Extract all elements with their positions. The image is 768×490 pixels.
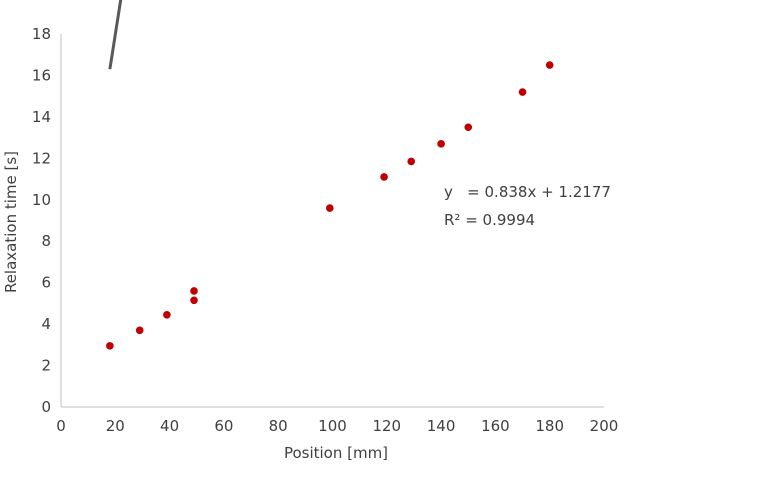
trendline <box>108 0 123 70</box>
y-tick-label: 0 <box>41 398 51 416</box>
x-tick-label: 20 <box>106 417 125 435</box>
data-point <box>163 310 171 319</box>
data-point <box>545 61 554 69</box>
x-tick-label: 200 <box>590 417 619 435</box>
trendline-equation: y = 0.838x + 1.2177 <box>444 183 611 201</box>
x-tick-label: 180 <box>535 417 564 435</box>
x-tick-label: 60 <box>214 417 233 435</box>
y-tick-label: 8 <box>41 232 51 250</box>
y-tick-label: 2 <box>41 357 51 375</box>
x-tick-label: 0 <box>56 417 66 435</box>
y-tick-labels: 0 2 4 6 8 10 12 14 16 18 <box>32 25 51 416</box>
data-point <box>190 296 198 305</box>
y-tick-label: 14 <box>32 108 51 126</box>
x-tick-label: 140 <box>427 417 456 435</box>
data-point <box>437 140 445 148</box>
x-tick-label: 100 <box>318 417 347 435</box>
data-point <box>380 173 388 181</box>
x-tick-label: 80 <box>269 417 288 435</box>
y-axis-label: Relaxation time [s] <box>2 151 20 293</box>
x-tick-label: 40 <box>160 417 179 435</box>
data-point <box>464 123 473 132</box>
data-point <box>518 88 527 96</box>
x-axis-label: Position [mm] <box>284 444 388 462</box>
data-points <box>106 61 554 350</box>
data-point <box>407 157 416 166</box>
y-tick-label: 12 <box>32 149 51 167</box>
r-squared-label: R² = 0.9994 <box>444 211 535 229</box>
y-tick-label: 10 <box>32 191 51 209</box>
x-tick-labels: 0 20 40 60 80 100 120 140 160 180 200 <box>56 417 618 435</box>
x-tick-label: 160 <box>481 417 510 435</box>
x-tick-label: 120 <box>372 417 401 435</box>
data-point <box>190 287 198 295</box>
y-tick-label: 6 <box>41 274 51 292</box>
y-tick-label: 18 <box>32 25 51 43</box>
y-tick-label: 4 <box>41 315 51 333</box>
data-point <box>135 326 144 335</box>
data-point <box>325 204 334 212</box>
data-point <box>106 342 114 350</box>
y-tick-label: 16 <box>32 66 51 84</box>
